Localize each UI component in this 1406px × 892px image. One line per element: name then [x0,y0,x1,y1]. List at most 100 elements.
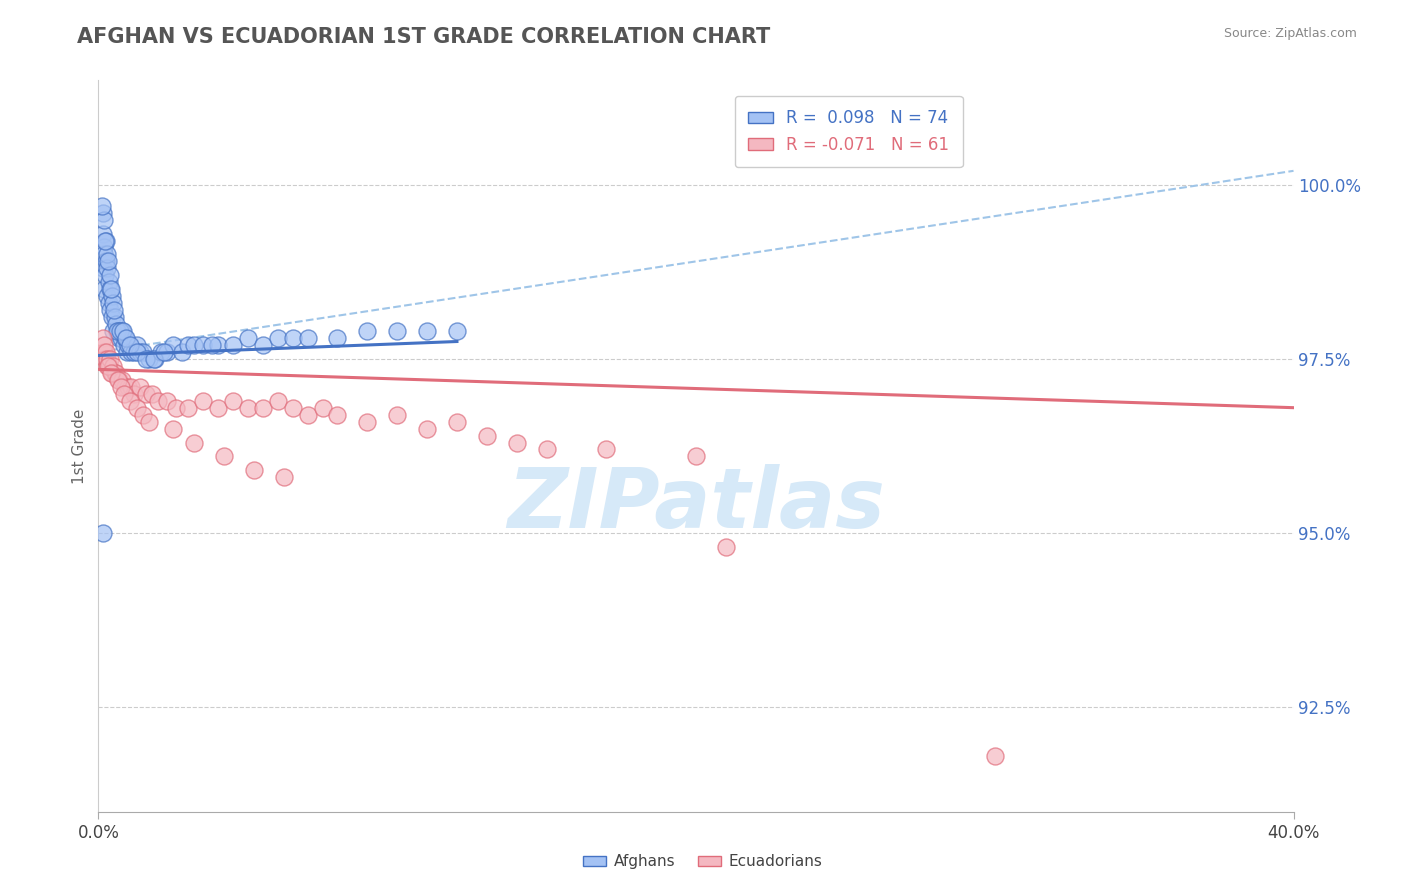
Point [177,401,200,415]
Point [93,526,115,541]
Point [135,351,157,366]
Point [984,749,1007,764]
Point [91,331,114,345]
Point [93,282,115,296]
Point [120,380,142,394]
Point [156,393,179,408]
Point [105,366,128,380]
Point [100,366,122,380]
Point [97,254,120,268]
Point [111,324,134,338]
Point [281,331,304,345]
Point [98,268,122,283]
Point [112,386,135,401]
Point [96,261,118,276]
Point [267,331,290,345]
Point [97,359,120,373]
Point [156,345,179,359]
Point [96,351,118,366]
Point [117,380,139,394]
Point [97,296,120,310]
Point [222,393,245,408]
Point [124,345,146,359]
Point [97,359,120,373]
Point [111,373,134,387]
Point [103,303,125,318]
Point [150,345,173,359]
Point [94,345,117,359]
Point [162,421,184,435]
Point [114,331,136,345]
Point [191,393,214,408]
Point [148,393,170,408]
Point [98,282,121,296]
Point [172,345,194,359]
Point [267,393,290,408]
Point [103,359,125,373]
Point [91,227,114,241]
Point [132,345,155,359]
Point [385,408,409,422]
Point [297,408,319,422]
Point [120,345,142,359]
Point [162,338,184,352]
Point [94,268,117,283]
Point [143,351,166,366]
Point [104,310,127,325]
Point [97,275,120,289]
Point [142,351,165,366]
Point [236,401,259,415]
Point [105,324,128,338]
Point [103,296,125,310]
Point [132,408,155,422]
Point [326,408,349,422]
Point [714,540,737,554]
Point [115,345,138,359]
Point [108,373,131,387]
Point [103,324,125,338]
Point [91,261,114,276]
Point [281,401,304,415]
Point [236,331,259,345]
Legend: Afghans, Ecuadorians: Afghans, Ecuadorians [576,848,830,875]
Point [129,380,152,394]
Point [138,415,160,429]
Point [112,338,135,352]
Point [311,401,333,415]
Point [114,380,136,394]
Text: AFGHAN VS ECUADORIAN 1ST GRADE CORRELATION CHART: AFGHAN VS ECUADORIAN 1ST GRADE CORRELATI… [77,27,770,46]
Point [446,415,468,429]
Point [127,401,149,415]
Point [385,324,409,338]
Point [129,345,152,359]
Point [94,234,117,248]
Point [94,254,117,268]
Point [96,289,118,303]
Point [595,442,617,457]
Point [207,338,229,352]
Point [98,303,122,318]
Point [93,338,115,352]
Point [356,324,378,338]
Point [118,393,141,408]
Text: ZIPatlas: ZIPatlas [508,464,884,545]
Point [110,331,132,345]
Point [475,428,498,442]
Point [183,435,205,450]
Point [297,331,319,345]
Point [93,345,115,359]
Point [93,247,115,261]
Point [94,351,117,366]
Point [101,366,124,380]
Point [91,205,114,219]
Point [117,338,139,352]
Point [96,247,118,261]
Point [98,351,122,366]
Point [416,324,439,338]
Point [141,386,163,401]
Point [127,338,149,352]
Point [191,338,214,352]
Point [177,338,200,352]
Point [201,338,224,352]
Point [165,401,187,415]
